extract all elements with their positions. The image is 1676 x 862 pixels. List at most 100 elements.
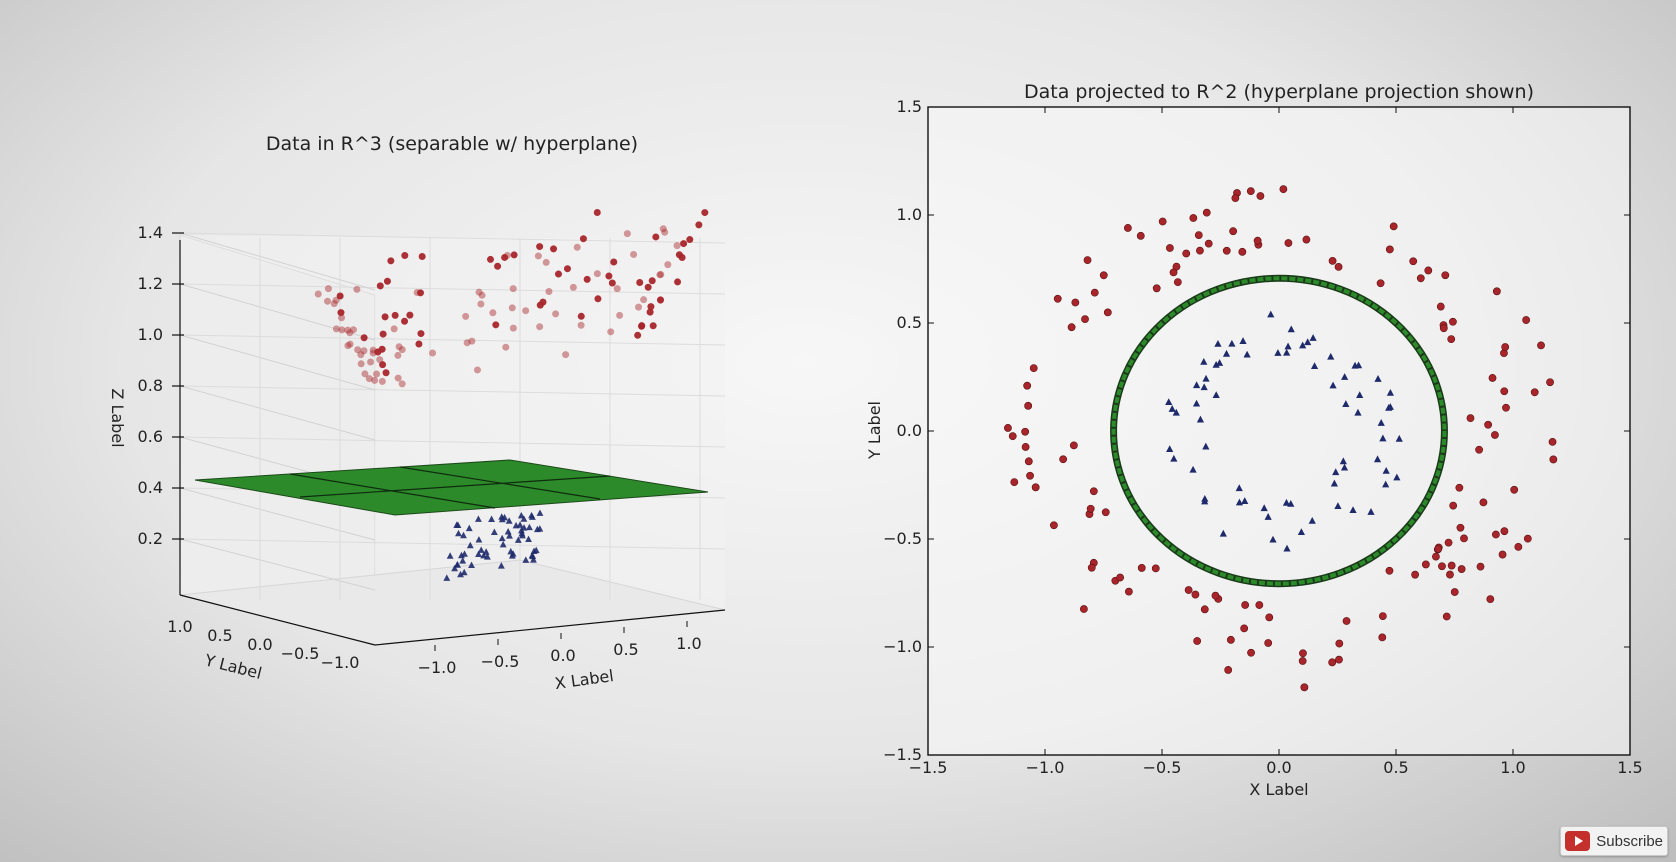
circle-point-2d (1211, 591, 1220, 600)
circle-point-3d (382, 369, 390, 377)
circle-point-2d (1137, 564, 1146, 572)
circle-point-3d (494, 262, 502, 270)
circle-point-2d (1442, 612, 1451, 621)
triangle-point-2d (1228, 339, 1236, 347)
circle-point-2d (1021, 427, 1030, 436)
circle-point-3d (346, 329, 354, 337)
plot-area (927, 106, 1631, 756)
x-tick-label-2d: −0.5 (1143, 758, 1182, 777)
circle-point-3d (648, 277, 656, 285)
triangle-point-3d (443, 574, 451, 581)
triangle-point-3d (460, 531, 467, 539)
circle-point-2d (1166, 244, 1174, 252)
circle-point-3d (394, 374, 402, 382)
grid-line-z-back (179, 385, 726, 397)
triangle-point-2d (1222, 349, 1231, 357)
circle-point-3d (367, 358, 375, 366)
triangle-point-3d (520, 515, 528, 522)
x-axis-line-3d (374, 609, 726, 646)
circle-point-2d (1447, 335, 1456, 343)
triangle-point-2d (1284, 342, 1292, 350)
circle-point-3d (336, 292, 344, 300)
triangle-point-2d (1269, 535, 1277, 543)
circle-point-3d (638, 322, 646, 330)
circle-point-3d (390, 325, 398, 333)
circle-point-2d (1424, 266, 1433, 275)
circle-point-3d (468, 337, 476, 345)
grid-line-z-back (179, 436, 726, 448)
triangle-point-3d (454, 521, 462, 528)
circle-point-3d (374, 348, 382, 356)
chart-3d-title: Data in R^3 (separable w/ hyperplane) (266, 133, 638, 155)
circle-point-2d (1492, 287, 1501, 296)
circle-point-2d (1222, 246, 1231, 255)
triangle-point-2d (1339, 457, 1347, 465)
y-tick-label-2d: 1.5 (897, 97, 922, 116)
circle-point-2d (1298, 657, 1307, 665)
circle-point-2d (1071, 298, 1080, 307)
triangle-point-2d (1374, 375, 1382, 382)
plane-grid-line (299, 475, 611, 498)
triangle-point-2d (1373, 455, 1382, 463)
circle-point-3d (391, 311, 399, 319)
triangle-point-3d (512, 521, 520, 529)
circle-point-3d (605, 272, 613, 280)
circle-point-2d (1169, 268, 1178, 277)
circle-point-2d (1029, 364, 1038, 373)
triangle-point-2d (1274, 349, 1282, 356)
triangle-point-2d (1215, 359, 1224, 366)
circle-point-3d (357, 351, 365, 359)
circle-point-2d (1246, 187, 1255, 196)
circle-point-2d (1376, 279, 1385, 288)
circle-point-2d (1090, 288, 1099, 297)
circle-point-3d (338, 326, 346, 334)
circle-point-2d (1241, 601, 1250, 609)
triangle-point-2d (1172, 408, 1180, 416)
triangle-point-2d (1395, 434, 1403, 442)
triangle-point-3d (508, 552, 516, 559)
x-tick-label-2d: −1.5 (909, 758, 948, 777)
triangle-point-2d (1166, 445, 1174, 453)
circle-point-2d (1466, 414, 1475, 423)
hyperplane-3d (194, 459, 709, 516)
circle-point-3d (579, 235, 587, 243)
circle-point-2d (1099, 271, 1108, 280)
triangle-point-2d (1299, 341, 1307, 349)
circle-point-3d (536, 323, 544, 331)
circle-point-2d (1460, 534, 1468, 543)
circle-point-3d (594, 295, 602, 303)
circle-point-2d (1255, 601, 1264, 609)
circle-point-2d (1189, 214, 1198, 222)
triangle-point-2d (1202, 374, 1210, 382)
circle-point-3d (413, 289, 421, 297)
triangle-point-2d (1189, 465, 1197, 473)
triangle-point-3d (536, 525, 544, 532)
circle-point-3d (344, 326, 352, 334)
circle-point-2d (1123, 224, 1132, 232)
circle-point-2d (1124, 587, 1133, 596)
circle-point-2d (1491, 431, 1499, 439)
circle-point-3d (415, 340, 423, 348)
triangle-point-3d (455, 529, 462, 537)
x-tick-label-3d: 0.5 (613, 640, 638, 659)
grid-line-z-left (179, 487, 376, 541)
triangle-point-2d (1356, 391, 1364, 398)
circle-point-2d (1182, 249, 1191, 258)
circle-point-2d (1008, 432, 1017, 441)
triangle-point-2d (1260, 504, 1268, 512)
circle-point-2d (1081, 315, 1089, 324)
circle-point-3d (657, 296, 665, 304)
circle-point-2d (1184, 586, 1193, 594)
circle-point-2d (1447, 561, 1456, 570)
subscribe-button[interactable]: Subscribe (1560, 826, 1668, 856)
triangle-point-2d (1283, 348, 1291, 356)
triangle-point-3d (461, 550, 468, 557)
triangle-point-2d (1264, 513, 1272, 520)
circle-point-3d (534, 252, 542, 260)
triangle-point-2d (1170, 454, 1178, 462)
z-tick-label: 1.4 (138, 223, 163, 242)
circle-point-3d (701, 209, 709, 217)
circle-point-3d (656, 271, 664, 279)
circle-point-3d (510, 251, 518, 259)
